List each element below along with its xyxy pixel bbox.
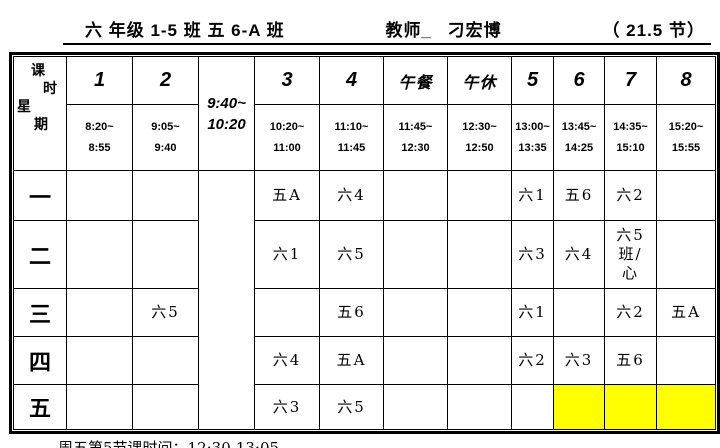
schedule-cell	[383, 288, 448, 337]
schedule-cell	[383, 170, 448, 221]
schedule-cell: 六2	[604, 170, 657, 221]
schedule-cell: 六4	[319, 170, 384, 221]
schedule-cell: 五6	[319, 288, 384, 337]
schedule-cell	[66, 336, 133, 385]
period-3-time: 10:20~ 11:00	[254, 104, 320, 171]
period-7-time: 14:35~ 15:10	[604, 104, 657, 171]
schedule-cell	[254, 288, 320, 337]
header-time-row: 8:20~ 8:55 9:05~ 9:40 10:20~ 11:00 11:10…	[14, 104, 716, 171]
period-5-time: 13:00~ 13:35	[511, 104, 554, 171]
highlighted-cell	[604, 384, 657, 430]
period-6-time: 13:45~ 14:25	[553, 104, 605, 171]
lesson-count: （ 21.5 节）	[602, 21, 705, 40]
schedule-cell: 六4	[553, 220, 605, 289]
period-1-header: 1	[66, 56, 133, 105]
schedule-cell	[447, 288, 512, 337]
schedule-cell: 六2	[511, 336, 554, 385]
noon-rest-header: 午休	[447, 56, 512, 105]
schedule-cell	[132, 170, 199, 221]
day-label-thursday: 四	[13, 336, 67, 385]
schedule-cell	[66, 220, 133, 289]
schedule-cell: 六1	[511, 288, 554, 337]
day-label-friday: 五	[13, 384, 67, 430]
schedule-cell	[383, 220, 448, 289]
row-thursday: 四 六4 五A 六2 六3 五6	[13, 336, 716, 385]
schedule-cell: 六1	[511, 170, 554, 221]
schedule-cell: 六5 班/ 心	[604, 220, 657, 289]
row-tuesday: 二 六1 六5 六3 六4 六5 班/ 心	[13, 220, 716, 289]
row-friday: 五 六3 六5	[13, 384, 716, 430]
period-2-header: 2	[132, 56, 199, 105]
schedule-cell: 五A	[656, 288, 716, 337]
teacher-label: 教师_	[385, 21, 432, 40]
schedule-cell: 五A	[319, 336, 384, 385]
period-1-time: 8:20~ 8:55	[66, 104, 133, 171]
row-monday: 一 五A 六4 六1 五6 六2	[13, 170, 716, 430]
period-4-time: 11:10~ 11:45	[319, 104, 384, 171]
schedule-cell	[447, 170, 512, 221]
schedule-cell: 五6	[604, 336, 657, 385]
lunch-time: 11:45~ 12:30	[383, 104, 448, 171]
lunch-header: 午餐	[383, 56, 448, 105]
schedule-cell	[132, 384, 199, 430]
morning-break-header: 9:40~ 10:20	[198, 56, 255, 171]
schedule-cell: 六5	[132, 288, 199, 337]
schedule-cell	[511, 384, 554, 430]
row-wednesday: 三 六5 五6 六1 六2 五A	[13, 288, 716, 337]
period-7-header: 7	[604, 56, 657, 105]
highlighted-cell	[656, 384, 716, 430]
schedule-cell: 六2	[604, 288, 657, 337]
schedule-cell	[656, 170, 716, 221]
period-4-header: 4	[319, 56, 384, 105]
corner-header: 课 时 星 期	[13, 56, 67, 171]
schedule-cell	[447, 220, 512, 289]
schedule-cell: 六1	[254, 220, 320, 289]
day-label-monday: 一	[13, 170, 67, 221]
header-period-row: 课 时 星 期 1 2 9:40~ 10:20 3 4 午餐 午休 5 6 7 …	[13, 56, 716, 171]
period-5-header: 5	[511, 56, 554, 105]
schedule-cell	[66, 170, 133, 221]
schedule-cell: 六3	[511, 220, 554, 289]
schedule-cell	[66, 384, 133, 430]
noon-rest-time: 12:30~ 12:50	[447, 104, 512, 171]
period-8-header: 8	[656, 56, 716, 105]
schedule-cell: 六3	[553, 336, 605, 385]
schedule-cell: 六3	[254, 384, 320, 430]
schedule-cell	[447, 336, 512, 385]
footer-note: 周五第5节课时间：12:30-13:05	[58, 439, 280, 448]
teacher-info: 教师_ 刁宏博	[385, 16, 501, 41]
period-6-header: 6	[553, 56, 605, 105]
schedule-cell	[553, 288, 605, 337]
schedule-cell: 六4	[254, 336, 320, 385]
highlighted-cell	[553, 384, 605, 430]
day-label-wednesday: 三	[13, 288, 67, 337]
schedule-cell	[132, 220, 199, 289]
schedule-cell: 五6	[553, 170, 605, 221]
schedule-cell	[447, 384, 512, 430]
teacher-name: 刁宏博	[447, 21, 502, 40]
timetable-grid: 课 时 星 期 1 2 9:40~ 10:20 3 4 午餐 午休 5 6 7 …	[13, 56, 716, 430]
schedule-cell	[656, 336, 716, 385]
schedule-cell	[383, 336, 448, 385]
schedule-cell: 六5	[319, 220, 384, 289]
schedule-cell	[66, 288, 133, 337]
page-title: 六 年级 1-5 班 五 6-A 班 教师_ 刁宏博 （ 21.5 节）	[63, 18, 711, 45]
schedule-cell: 六5	[319, 384, 384, 430]
period-2-time: 9:05~ 9:40	[132, 104, 199, 171]
period-3-header: 3	[254, 56, 320, 105]
day-label-tuesday: 二	[13, 220, 67, 289]
schedule-cell	[132, 336, 199, 385]
schedule-cell	[383, 384, 448, 430]
schedule-cell: 五A	[254, 170, 320, 221]
class-info: 六 年级 1-5 班 五 6-A 班	[85, 21, 285, 40]
schedule-cell	[656, 220, 716, 289]
period-8-time: 15:20~ 15:55	[656, 104, 716, 171]
morning-break-column	[198, 170, 255, 430]
timetable: 课 时 星 期 1 2 9:40~ 10:20 3 4 午餐 午休 5 6 7 …	[9, 52, 720, 434]
